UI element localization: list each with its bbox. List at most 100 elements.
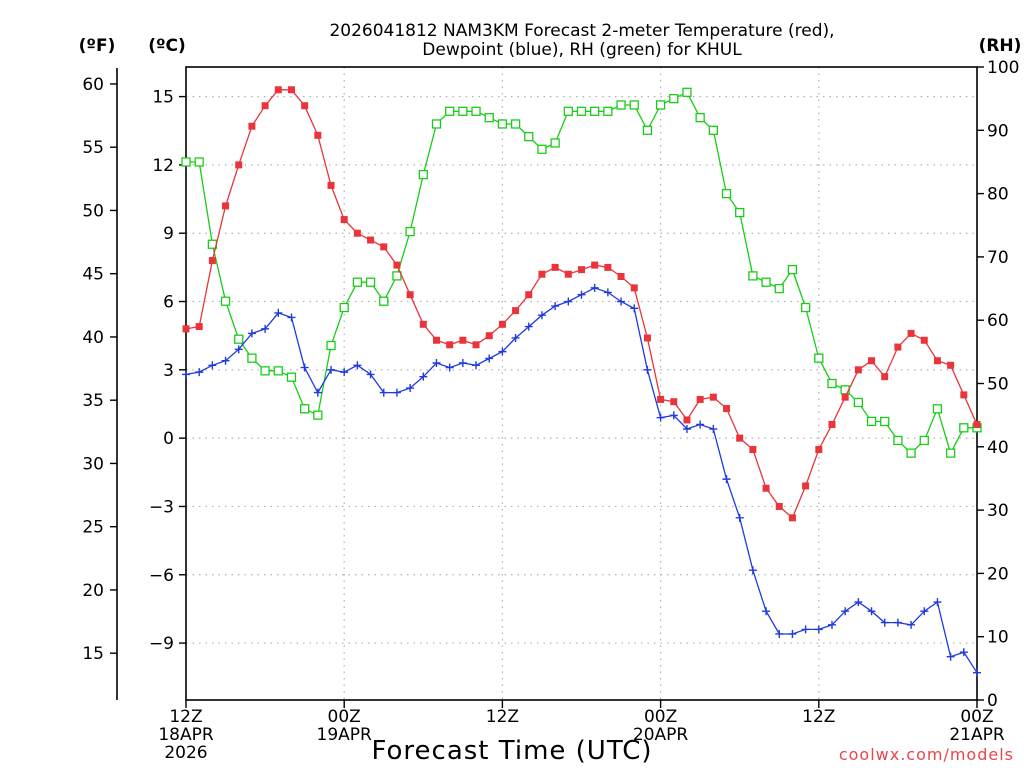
rh-tick-label: 20 bbox=[987, 564, 1009, 584]
rh-point bbox=[260, 366, 270, 376]
rh-point bbox=[445, 106, 455, 116]
time-tick-label: 00Z bbox=[960, 707, 993, 727]
dewpoint-point bbox=[643, 365, 652, 374]
temperature-point bbox=[775, 502, 783, 510]
rh-point bbox=[800, 302, 811, 313]
dewpoint-point bbox=[234, 345, 243, 354]
rh-point bbox=[576, 106, 587, 116]
dewpoint-point bbox=[722, 475, 731, 484]
celsius-tick-label: 12 bbox=[152, 156, 174, 176]
dewpoint-point bbox=[511, 333, 520, 342]
temperature-point bbox=[617, 272, 625, 280]
temperature-point bbox=[802, 482, 810, 490]
rh-point bbox=[695, 112, 705, 123]
celsius-tick-label: −3 bbox=[149, 497, 174, 517]
dewpoint-point bbox=[656, 413, 665, 422]
dewpoint-point bbox=[775, 629, 784, 638]
dewpoint-point bbox=[498, 347, 507, 356]
temperature-point bbox=[815, 446, 823, 454]
rh-point bbox=[866, 416, 877, 427]
rh-point bbox=[708, 125, 718, 135]
time-tick-label: 19APR bbox=[317, 725, 373, 745]
temperature-point bbox=[591, 261, 599, 269]
temperature-point bbox=[393, 261, 401, 269]
temperature-point bbox=[459, 336, 467, 344]
celsius-tick-label: −9 bbox=[149, 634, 174, 654]
rh-point bbox=[484, 112, 494, 123]
rh-point bbox=[880, 416, 890, 427]
temperature-point bbox=[261, 102, 269, 110]
rh-tick-label: 60 bbox=[987, 311, 1009, 331]
rh-point bbox=[787, 264, 798, 275]
dewpoint-point bbox=[867, 607, 876, 616]
temperature-point bbox=[182, 325, 190, 333]
temperature-point bbox=[248, 122, 256, 130]
temperature-point bbox=[380, 243, 388, 251]
rh-point bbox=[893, 435, 903, 446]
rh-point bbox=[339, 302, 349, 313]
rh-point bbox=[945, 448, 956, 458]
temperature-point bbox=[340, 216, 348, 224]
time-tick-label: 12Z bbox=[802, 707, 835, 727]
rh-point bbox=[181, 157, 191, 167]
rh-point bbox=[669, 94, 679, 104]
dewpoint-point bbox=[709, 425, 718, 434]
dewpoint-point bbox=[827, 620, 836, 629]
celsius-tick-label: 9 bbox=[163, 224, 174, 244]
dewpoint-point bbox=[551, 302, 560, 311]
dewpoint-point bbox=[379, 388, 388, 397]
temperature-point bbox=[578, 266, 585, 274]
dewpoint-point bbox=[313, 388, 322, 397]
temperature-point bbox=[828, 420, 836, 428]
dewpoint-point bbox=[973, 668, 981, 677]
rh-point bbox=[497, 119, 508, 129]
rh-point bbox=[392, 271, 402, 281]
temperature-point bbox=[446, 341, 454, 349]
chart-title-line1: 2026041812 NAM3KM Forecast 2-meter Tempe… bbox=[329, 21, 834, 41]
temperature-point bbox=[868, 357, 876, 365]
temperature-point bbox=[472, 341, 480, 349]
rh-unit-label: (RH) bbox=[979, 36, 1022, 56]
dewpoint-point bbox=[762, 607, 771, 616]
fahrenheit-tick-label: 20 bbox=[82, 581, 104, 601]
temperature-point bbox=[907, 329, 915, 337]
rh-point bbox=[220, 296, 231, 306]
dewpoint-point bbox=[432, 359, 441, 368]
temperature-point bbox=[933, 357, 941, 365]
chart-title-line2: Dewpoint (blue), RH (green) for KHUL bbox=[422, 40, 742, 60]
temperature-point bbox=[683, 416, 691, 424]
temperature-point bbox=[736, 434, 744, 442]
dewpoint-point bbox=[472, 361, 481, 370]
dewpoint-point bbox=[946, 652, 955, 661]
rh-tick-label: 90 bbox=[987, 121, 1009, 141]
rh-point bbox=[748, 271, 758, 281]
temperature-point bbox=[960, 391, 968, 399]
rh-tick-label: 40 bbox=[987, 438, 1009, 458]
dewpoint-point bbox=[287, 313, 296, 322]
temperature-point bbox=[208, 257, 216, 265]
rh-point bbox=[853, 397, 863, 408]
rh-tick-label: 10 bbox=[987, 628, 1009, 648]
temperature-point bbox=[287, 86, 295, 94]
dewpoint-point bbox=[814, 625, 823, 634]
rh-point bbox=[919, 435, 929, 446]
dewpoint-point bbox=[854, 598, 863, 607]
rh-point bbox=[431, 119, 442, 129]
temperature-point bbox=[894, 343, 902, 351]
time-tick-label: 00Z bbox=[328, 707, 361, 727]
fahrenheit-unit-label: (ºF) bbox=[79, 36, 116, 56]
temperature-point bbox=[432, 336, 440, 344]
time-tick-label: 18APR bbox=[158, 725, 214, 745]
axes bbox=[116, 66, 978, 701]
dewpoint-point bbox=[590, 283, 599, 292]
dewpoint-point bbox=[327, 365, 336, 374]
rh-point bbox=[418, 169, 428, 180]
dewpoint-point bbox=[603, 288, 612, 297]
temperature-point bbox=[551, 263, 559, 271]
rh-point bbox=[761, 277, 771, 287]
fahrenheit-tick-label: 15 bbox=[82, 644, 104, 664]
rh-point bbox=[471, 106, 481, 116]
dewpoint-point bbox=[788, 629, 797, 638]
